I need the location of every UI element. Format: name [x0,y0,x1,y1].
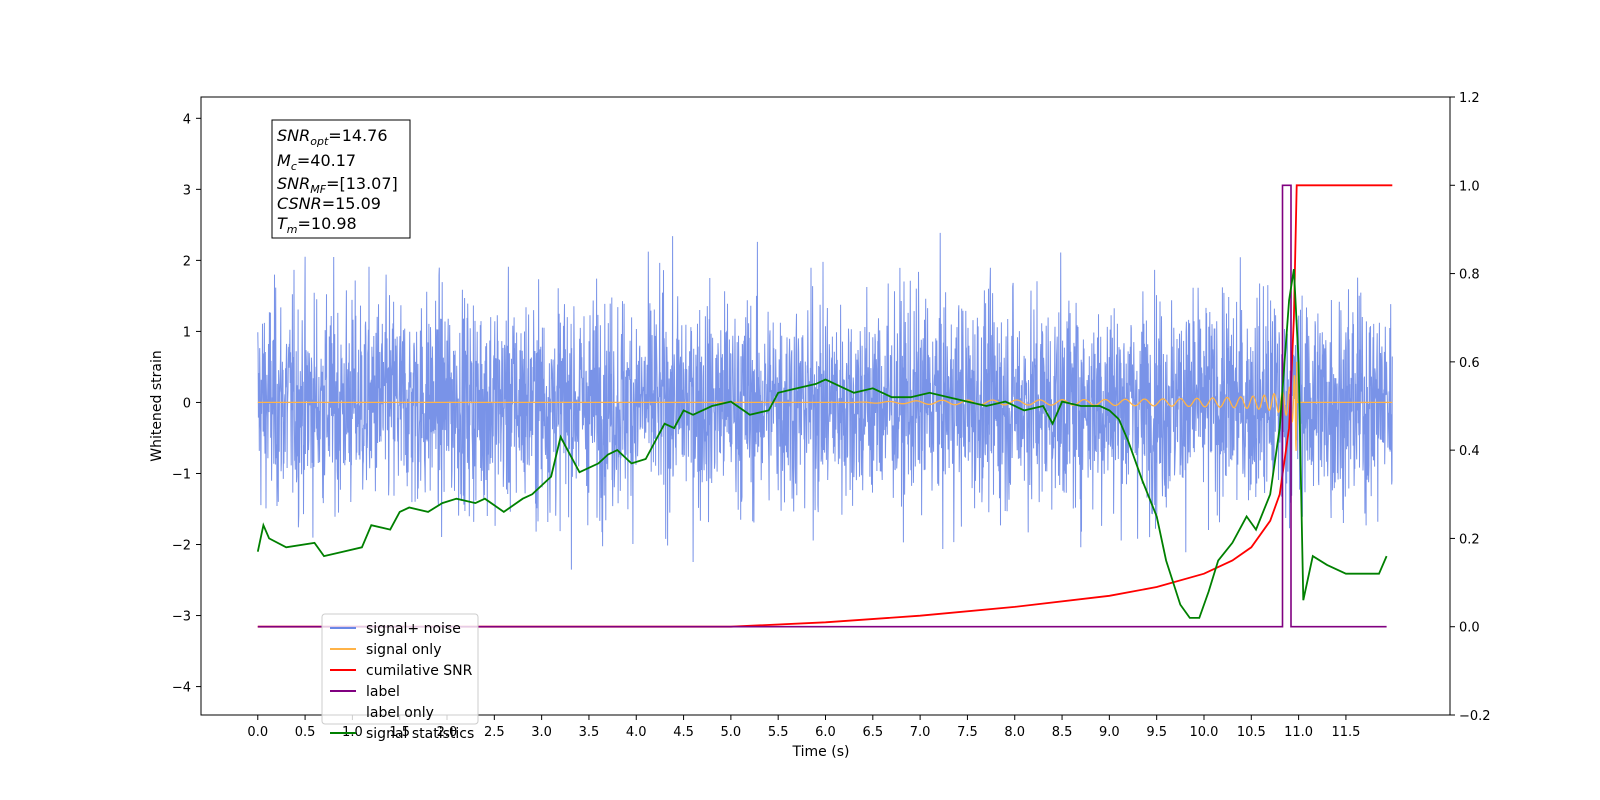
legend-label: cumilative SNR [366,663,473,679]
x-tick-label: 5.0 [721,725,742,740]
y2-tick-label: 1.2 [1459,91,1480,106]
y2-tick-label: 0.4 [1459,444,1480,459]
y-tick-label: 3 [183,183,191,198]
x-axis: 0.0 0.5 1.0 1.5 2.0 2.5 3.0 3.5 4.0 4.5 5.0 5.5 6.0 6… [247,715,1360,740]
x-tick-label: 4.0 [626,725,647,740]
annotation-snr-mf: SNRMF=[13.07] [277,174,398,196]
x-tick-label: 3.0 [531,725,552,740]
y-tick-label: −4 [172,681,191,696]
x-tick-label: 0.0 [247,725,268,740]
series-layer [256,184,1393,628]
x-tick-label: 9.5 [1146,725,1167,740]
annotation-tm: Tm=10.98 [277,214,357,236]
legend-label: signal+ noise [366,621,461,637]
y2-tick-label: 0.6 [1459,356,1480,371]
y-tick-label: −2 [172,539,191,554]
annotation-snr-opt: SNRopt=14.76 [277,126,388,148]
x-tick-label: 8.5 [1052,725,1073,740]
x-tick-label: 2.0 [437,725,458,740]
legend: signal+ noise signal only cumilative SNR la… [321,613,479,742]
y-tick-label: 0 [183,396,191,411]
annotation-frame [271,119,411,239]
x-tick-label: 10.0 [1190,725,1219,740]
series-signal-only [257,361,1393,451]
series-label [257,184,1387,628]
legend-label: label [366,684,400,700]
annotation-mc: Mc=40.17 [277,151,356,173]
x-tick-label: 7.0 [910,725,931,740]
x-tick-label: 0.5 [295,725,316,740]
y-tick-label: 2 [183,254,191,269]
y2-tick-label: 0.2 [1459,532,1480,547]
y2-tick-label: 0.0 [1459,621,1480,636]
y-tick-label: 4 [183,112,191,127]
x-tick-label: 8.0 [1004,725,1025,740]
x-tick-label: 6.5 [862,725,883,740]
x-tick-label: 1.5 [389,725,410,740]
plot-area [256,184,1393,628]
legend-label: label only [366,705,434,721]
legend-label: signal only [366,642,441,658]
x-axis-label: Time (s) [792,744,850,760]
series-signal-statistics [256,269,1388,619]
y2-tick-label: −0.2 [1459,709,1491,724]
series-cumulative-snr [257,184,1393,628]
x-tick-label: 11.0 [1284,725,1313,740]
x-tick-label: 3.5 [579,725,600,740]
legend-items: signal+ noise signal only cumilative SNR la… [330,621,474,742]
x-tick-label: 11.5 [1331,725,1360,740]
legend-frame [321,613,479,725]
y2-tick-label: 0.8 [1459,268,1480,283]
annotation-csnr: CSNR=15.09 [277,194,381,213]
x-tick-label: 5.5 [768,725,789,740]
y-axis-right: 1.2 1.0 0.8 0.6 0.4 0.2 0.0 −0.2 [1450,91,1491,724]
x-tick-label: 4.5 [673,725,694,740]
series-signal-noise [257,232,1393,570]
x-tick-label: 10.5 [1237,725,1266,740]
x-tick-label: 7.5 [957,725,978,740]
y-tick-label: 1 [183,325,191,340]
y-tick-label: −3 [172,610,191,625]
y2-tick-label: 1.0 [1459,179,1480,194]
y-tick-label: −1 [172,467,191,482]
x-tick-label: 2.5 [484,725,505,740]
y-axis-left: 4 3 2 1 0 −1 −2 −3 −4 [172,112,201,696]
legend-label: signal statistics [366,726,474,742]
y-axis-label: Whitened strain [149,350,165,461]
x-tick-label: 6.0 [815,725,836,740]
x-tick-label: 9.0 [1099,725,1120,740]
annotation-box: SNRopt=14.76 Mc=40.17 SNRMF=[13.07] CSNR… [271,119,411,239]
